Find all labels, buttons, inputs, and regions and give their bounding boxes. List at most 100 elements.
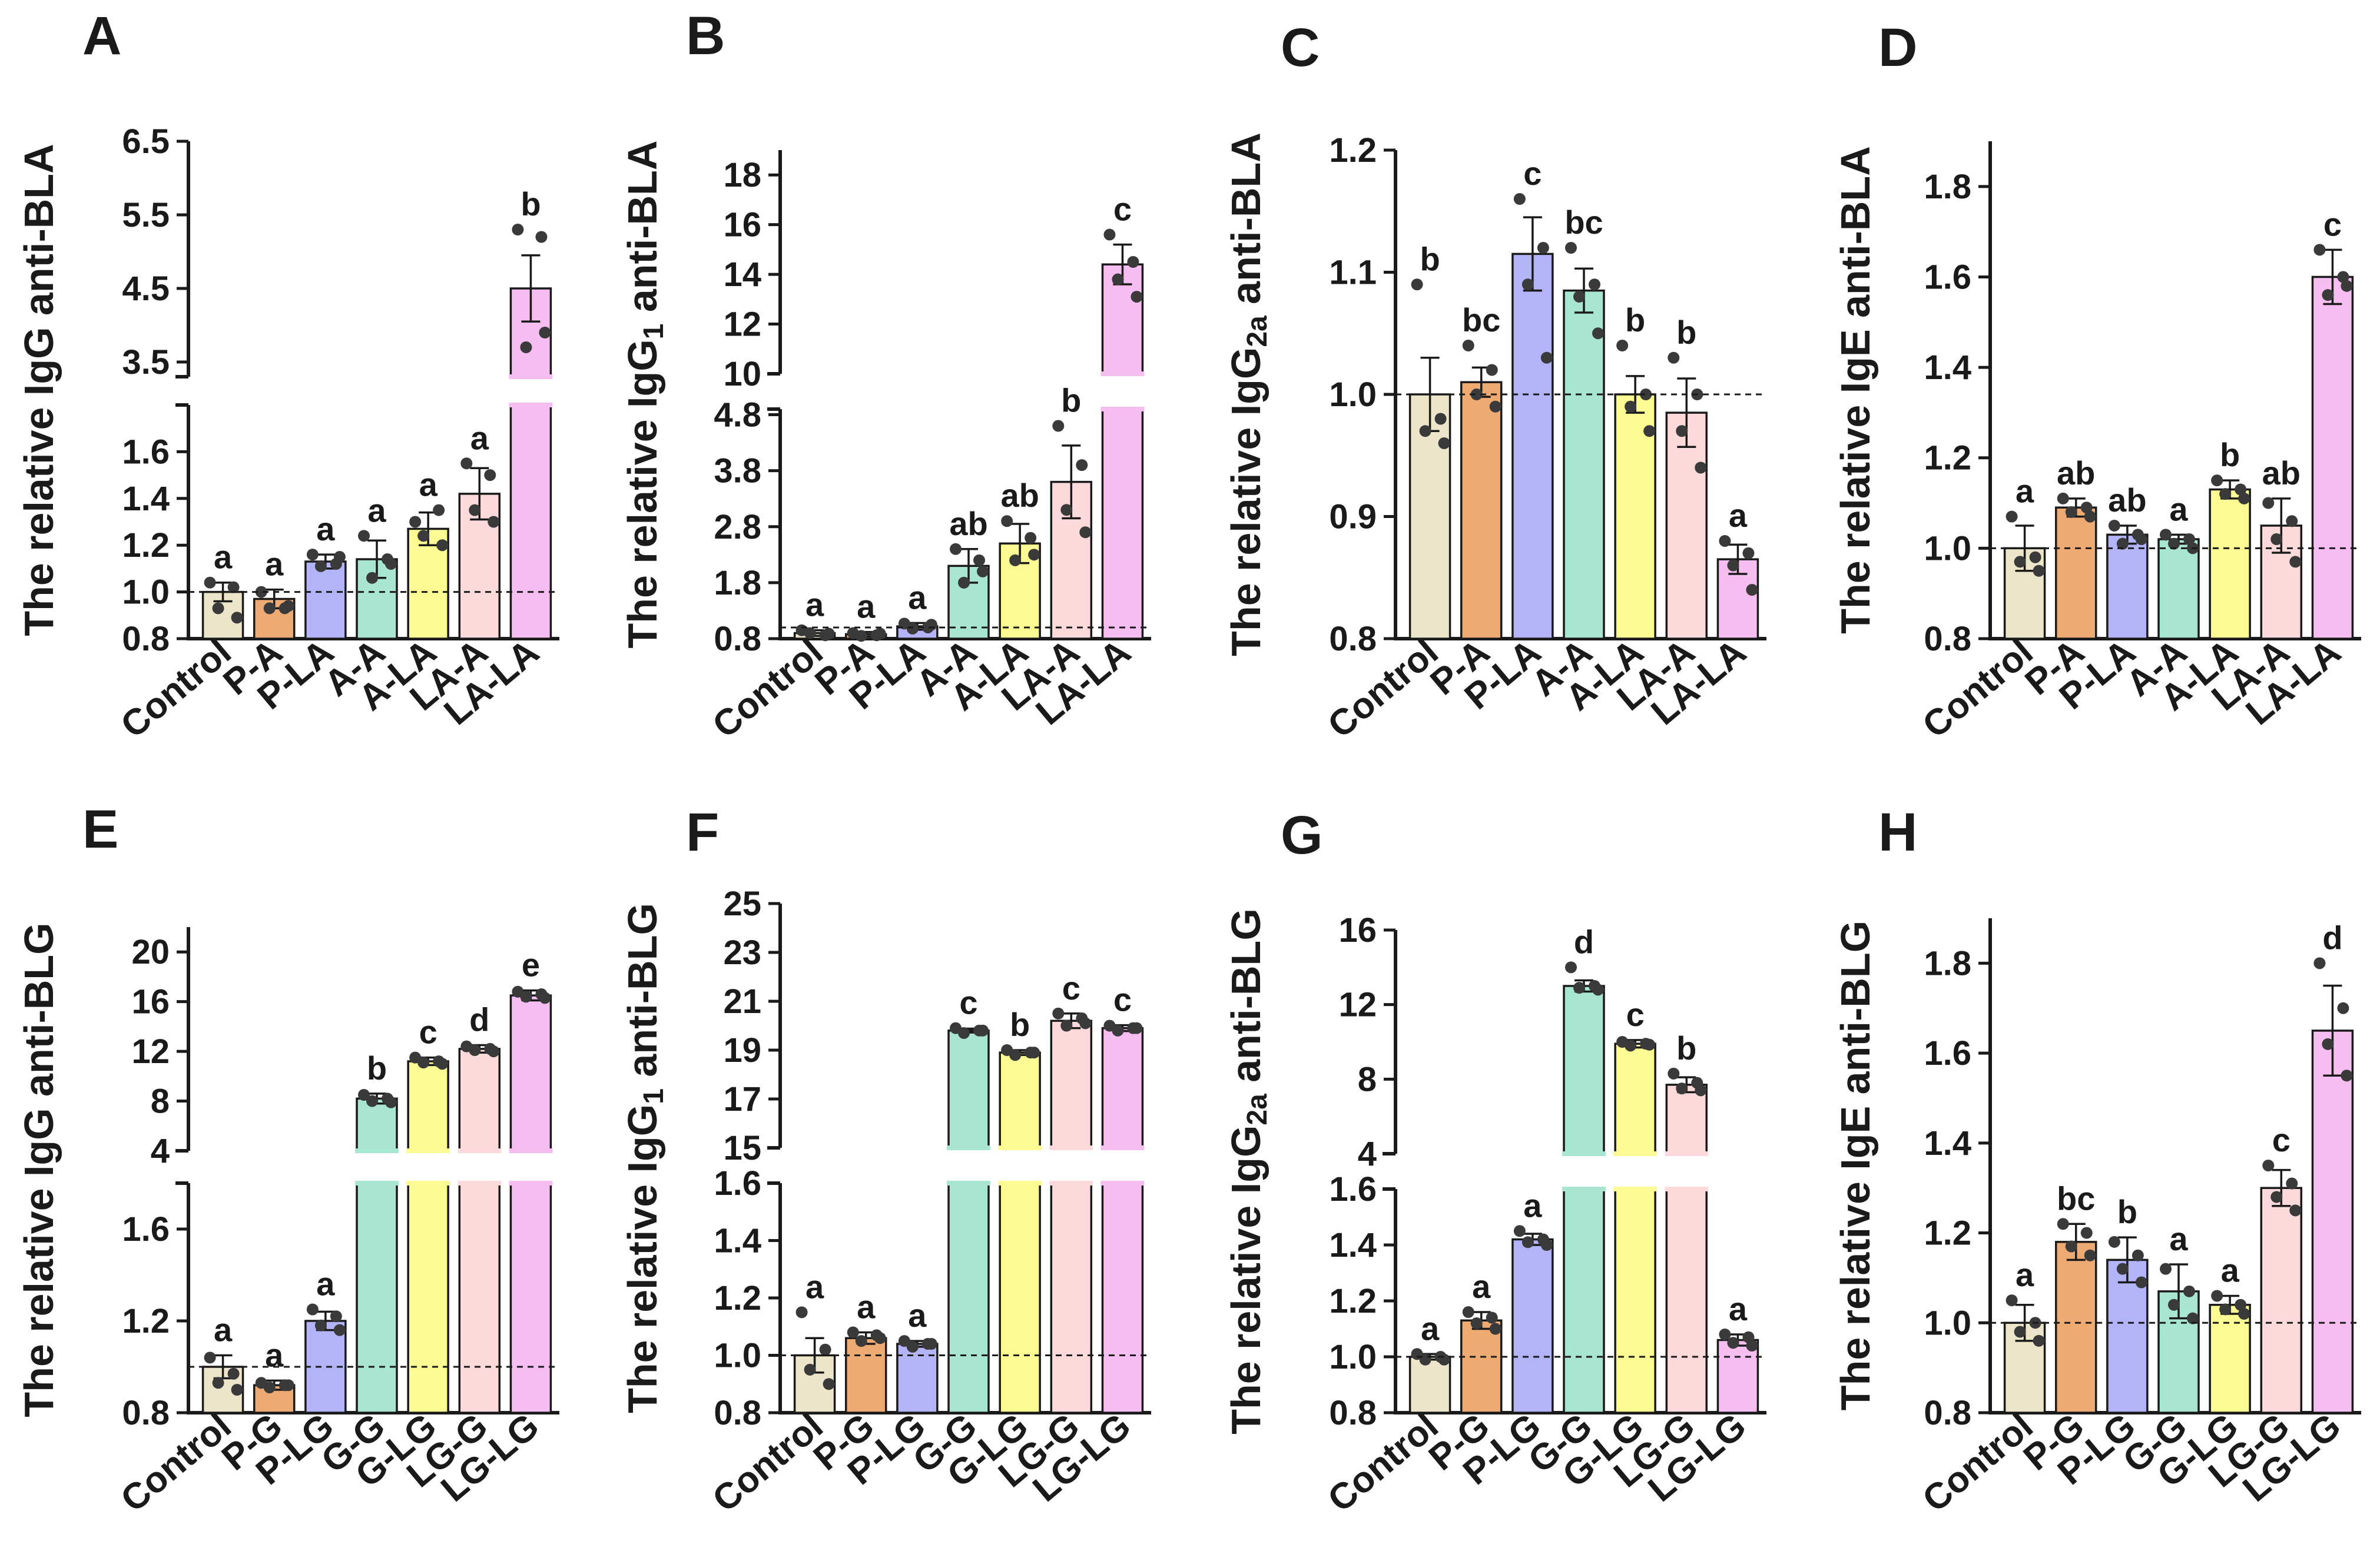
data-point <box>469 1044 481 1056</box>
data-point <box>1060 504 1073 516</box>
y-axis-label: The relative IgG anti-BLG <box>16 922 62 1417</box>
y-axis-label: The relative IgE anti-BLG <box>1832 921 1878 1410</box>
y-tick-label: 0.8 <box>122 620 170 658</box>
data-point <box>2160 529 2172 541</box>
bar <box>2209 1303 2251 1414</box>
data-point <box>539 327 551 338</box>
data-point <box>977 1024 989 1037</box>
data-point <box>212 602 224 615</box>
significance-label: d <box>469 1001 489 1038</box>
significance-label: ab <box>949 505 987 542</box>
data-point <box>2183 1285 2195 1297</box>
bar <box>1101 1182 1144 1414</box>
data-point <box>804 1363 816 1376</box>
y-tick-label: 1.2 <box>1924 439 1971 477</box>
data-point <box>1419 1353 1431 1366</box>
data-point <box>1127 256 1139 268</box>
significance-label: c <box>1113 191 1132 228</box>
data-point <box>1052 1007 1065 1020</box>
data-point <box>1112 273 1124 285</box>
bar <box>1460 381 1503 640</box>
data-point <box>1470 388 1483 400</box>
significance-label: a <box>1421 1310 1440 1347</box>
significance-label: c <box>419 1014 437 1051</box>
data-point <box>2235 483 2247 496</box>
significance-label: b <box>367 1050 387 1087</box>
y-axis-label-tail: anti-BLG <box>1223 908 1269 1094</box>
bar <box>1665 1188 1708 1414</box>
y-axis-label-main: The relative IgG <box>619 1104 665 1413</box>
data-point <box>2337 271 2349 283</box>
data-point <box>1489 400 1501 413</box>
data-point <box>417 1057 430 1069</box>
data-point <box>433 504 445 516</box>
data-point <box>488 1045 500 1058</box>
data-point <box>1616 340 1629 351</box>
y-tick-label: 1.4 <box>1329 1226 1377 1264</box>
y-tick-label: 15 <box>723 1129 761 1167</box>
data-point <box>488 516 500 528</box>
significance-label: a <box>265 1336 284 1373</box>
data-point <box>204 1352 216 1364</box>
y-tick-label: 0.8 <box>714 620 761 658</box>
data-point <box>2286 1177 2298 1190</box>
bar <box>1050 1020 1093 1149</box>
panel-e: E The relative IgG anti-BLG 0.8 1.2 1.6 4 8 12 1… <box>16 799 559 1520</box>
data-point <box>2168 537 2180 550</box>
data-point <box>263 1382 276 1394</box>
significance-label: a <box>857 1289 876 1326</box>
data-point <box>1565 961 1577 974</box>
data-point <box>1052 420 1065 432</box>
data-point <box>255 586 267 598</box>
y-tick-label: 1.2 <box>714 1279 761 1317</box>
y-axis-label-main: The relative IgG <box>1223 1125 1269 1435</box>
significance-label: a <box>2169 490 2188 527</box>
panel-b: B The relative IgG1 anti-BLA 0.8 1.8 2.8 3.8 4… <box>619 6 1151 746</box>
data-point <box>1522 278 1534 291</box>
data-point <box>1001 515 1013 527</box>
y-axis-label: The relative IgE anti-BLA <box>1832 146 1878 633</box>
data-point <box>330 1310 342 1323</box>
data-point <box>1486 1311 1498 1324</box>
data-point <box>2014 1326 2026 1338</box>
data-point <box>925 1338 937 1350</box>
significance-label: a <box>908 579 927 616</box>
data-point <box>2289 1204 2302 1217</box>
data-point <box>231 612 243 624</box>
panel-label: D <box>1878 18 1917 78</box>
data-point <box>2219 1303 2232 1316</box>
bar <box>509 404 552 640</box>
y-tick-label: 1.4 <box>1924 1124 1971 1163</box>
data-point <box>855 1335 867 1347</box>
data-point <box>520 991 532 1003</box>
y-tick-label: 1.2 <box>1924 1214 1971 1253</box>
data-point <box>2033 1334 2045 1347</box>
y-axis-label-tail: anti-BLA <box>1223 132 1269 316</box>
y-tick-label: 1.2 <box>1329 131 1377 170</box>
significance-label: e <box>522 947 540 984</box>
y-tick-label: 20 <box>131 933 170 971</box>
significance-label: b <box>1010 1006 1030 1043</box>
y-axis-label: The relative IgG2a anti-BLA <box>1223 132 1273 656</box>
bar <box>999 1182 1041 1414</box>
data-point <box>212 1377 224 1389</box>
bar <box>2311 275 2354 640</box>
data-point <box>2270 1191 2283 1203</box>
panel-label: E <box>82 799 118 859</box>
significance-label: a <box>367 492 386 529</box>
y-tick-label: 1.0 <box>1329 376 1377 414</box>
data-point <box>2080 1227 2093 1239</box>
data-point <box>2238 1308 2250 1320</box>
bar <box>1614 1042 1656 1155</box>
data-point <box>366 572 378 584</box>
y-tick-label: 1.6 <box>1924 1034 1971 1072</box>
y-tick-label: 1.0 <box>714 1337 761 1375</box>
y-tick-label: 5.5 <box>122 196 170 234</box>
data-point <box>1746 1340 1758 1352</box>
significance-label: b <box>1676 314 1696 351</box>
significance-label: a <box>2221 1251 2240 1289</box>
y-axis-label-main: The relative IgG <box>619 339 665 648</box>
data-point <box>1103 228 1116 241</box>
y-axis-label-subscript: 2a <box>1242 316 1273 347</box>
